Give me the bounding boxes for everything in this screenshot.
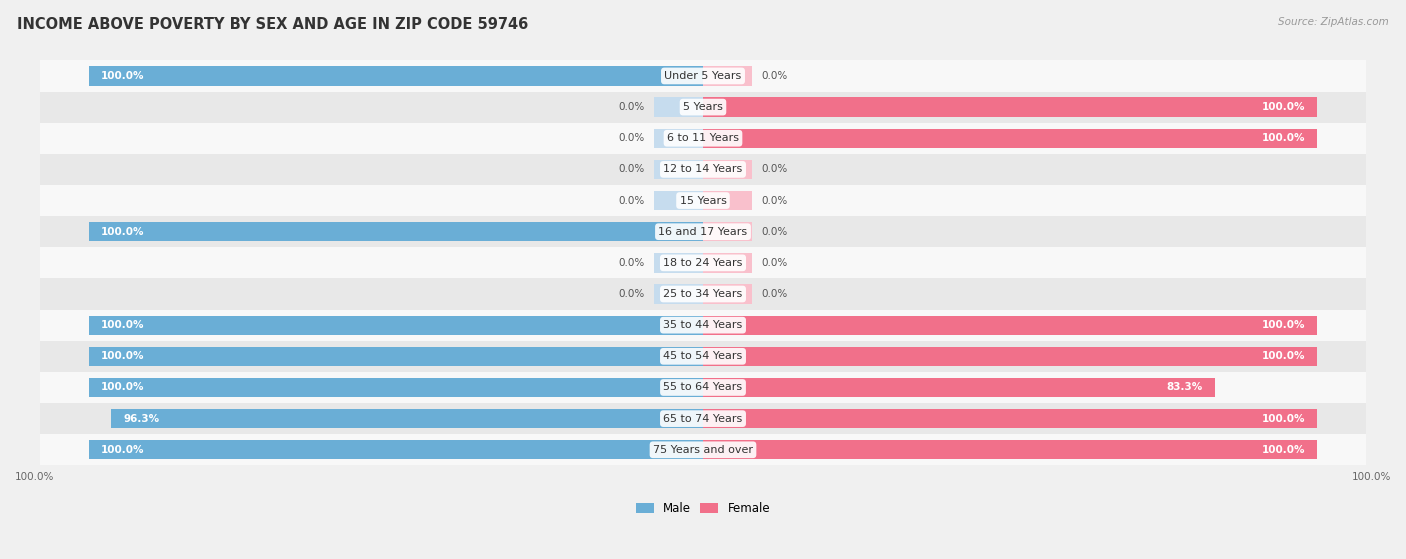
Text: 100.0%: 100.0% <box>101 445 145 455</box>
Text: 100.0%: 100.0% <box>101 320 145 330</box>
Text: 65 to 74 Years: 65 to 74 Years <box>664 414 742 424</box>
Bar <box>39 154 1367 185</box>
Text: 100.0%: 100.0% <box>1261 351 1305 361</box>
Bar <box>89 378 703 397</box>
Bar <box>703 253 752 273</box>
Bar <box>89 440 703 459</box>
Text: 5 Years: 5 Years <box>683 102 723 112</box>
Text: 100.0%: 100.0% <box>1261 414 1305 424</box>
Text: Source: ZipAtlas.com: Source: ZipAtlas.com <box>1278 17 1389 27</box>
Text: 55 to 64 Years: 55 to 64 Years <box>664 382 742 392</box>
Text: 100.0%: 100.0% <box>1261 102 1305 112</box>
Text: 0.0%: 0.0% <box>619 196 644 206</box>
Text: 83.3%: 83.3% <box>1166 382 1202 392</box>
Text: 18 to 24 Years: 18 to 24 Years <box>664 258 742 268</box>
Bar <box>703 347 1317 366</box>
Text: 96.3%: 96.3% <box>124 414 160 424</box>
Bar <box>703 409 1317 428</box>
Text: 100.0%: 100.0% <box>1261 445 1305 455</box>
Bar <box>703 160 752 179</box>
Bar <box>39 403 1367 434</box>
Text: 0.0%: 0.0% <box>619 102 644 112</box>
Bar <box>703 285 752 304</box>
Bar <box>654 97 703 117</box>
Text: INCOME ABOVE POVERTY BY SEX AND AGE IN ZIP CODE 59746: INCOME ABOVE POVERTY BY SEX AND AGE IN Z… <box>17 17 529 32</box>
Text: 0.0%: 0.0% <box>762 258 787 268</box>
Text: 0.0%: 0.0% <box>619 133 644 143</box>
Text: 0.0%: 0.0% <box>619 164 644 174</box>
Text: 0.0%: 0.0% <box>762 71 787 81</box>
Text: 25 to 34 Years: 25 to 34 Years <box>664 289 742 299</box>
Bar <box>654 285 703 304</box>
Bar <box>39 60 1367 92</box>
Bar <box>39 278 1367 310</box>
Text: 16 and 17 Years: 16 and 17 Years <box>658 227 748 236</box>
Bar <box>703 67 752 86</box>
Bar <box>654 191 703 210</box>
Bar <box>39 122 1367 154</box>
Bar <box>703 378 1215 397</box>
Text: 45 to 54 Years: 45 to 54 Years <box>664 351 742 361</box>
Bar <box>39 185 1367 216</box>
Text: 100.0%: 100.0% <box>101 382 145 392</box>
Bar <box>111 409 703 428</box>
Bar <box>703 222 752 241</box>
Bar <box>703 129 1317 148</box>
Bar <box>39 341 1367 372</box>
Bar <box>703 440 1317 459</box>
Bar <box>39 216 1367 247</box>
Text: 75 Years and over: 75 Years and over <box>652 445 754 455</box>
Bar <box>89 222 703 241</box>
Bar <box>89 67 703 86</box>
Bar <box>89 315 703 335</box>
Text: 12 to 14 Years: 12 to 14 Years <box>664 164 742 174</box>
Bar <box>39 372 1367 403</box>
Text: 100.0%: 100.0% <box>1351 472 1391 482</box>
Text: 100.0%: 100.0% <box>1261 320 1305 330</box>
Text: 100.0%: 100.0% <box>101 227 145 236</box>
Bar <box>39 310 1367 341</box>
Text: 35 to 44 Years: 35 to 44 Years <box>664 320 742 330</box>
Legend: Male, Female: Male, Female <box>631 498 775 520</box>
Text: 0.0%: 0.0% <box>762 196 787 206</box>
Bar <box>703 191 752 210</box>
Text: 0.0%: 0.0% <box>762 289 787 299</box>
Text: 0.0%: 0.0% <box>762 164 787 174</box>
Text: 6 to 11 Years: 6 to 11 Years <box>666 133 740 143</box>
Bar <box>39 92 1367 122</box>
Text: 0.0%: 0.0% <box>762 227 787 236</box>
Text: 100.0%: 100.0% <box>15 472 55 482</box>
Text: 100.0%: 100.0% <box>101 351 145 361</box>
Bar <box>703 315 1317 335</box>
Text: 15 Years: 15 Years <box>679 196 727 206</box>
Bar <box>39 434 1367 465</box>
Bar <box>703 97 1317 117</box>
Bar <box>654 160 703 179</box>
Text: 100.0%: 100.0% <box>101 71 145 81</box>
Text: 0.0%: 0.0% <box>619 289 644 299</box>
Bar <box>89 347 703 366</box>
Text: Under 5 Years: Under 5 Years <box>665 71 741 81</box>
Text: 100.0%: 100.0% <box>1261 133 1305 143</box>
Bar <box>654 129 703 148</box>
Bar <box>39 247 1367 278</box>
Text: 0.0%: 0.0% <box>619 258 644 268</box>
Bar <box>654 253 703 273</box>
